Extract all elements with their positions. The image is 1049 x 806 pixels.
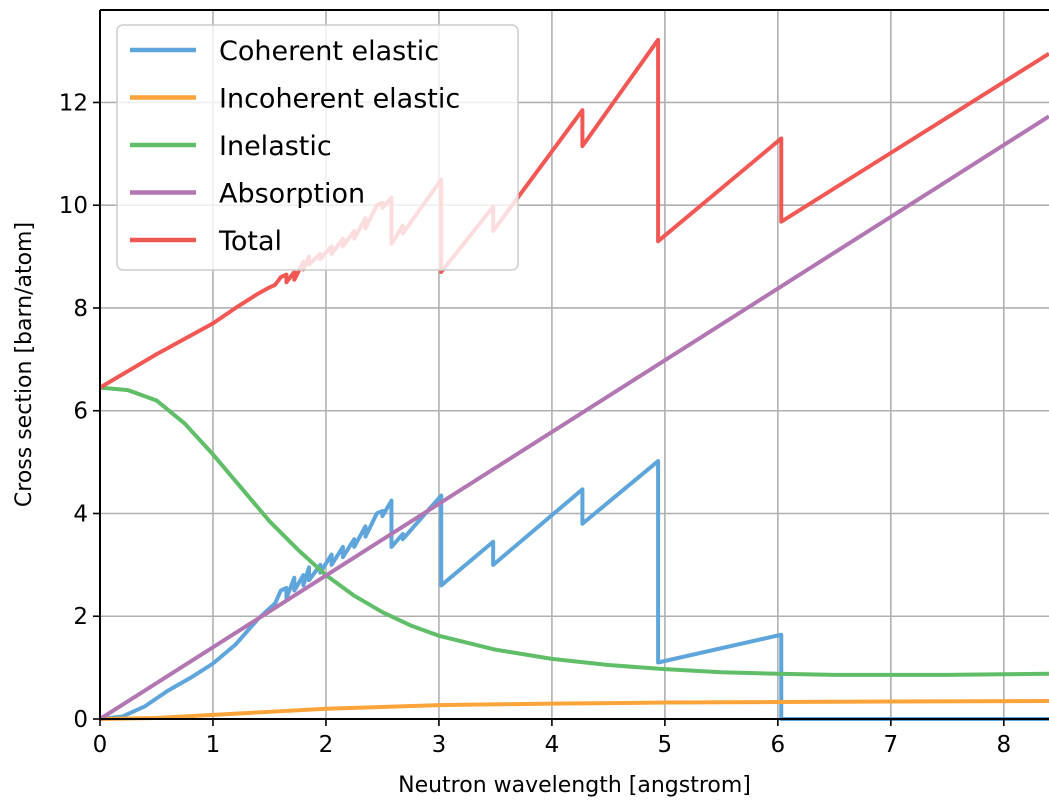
series-line-1 (99, 699, 1049, 721)
series-line-3 (98, 114, 1049, 721)
y-tick-label: 10 (59, 193, 88, 219)
x-tick-label: 0 (93, 732, 108, 758)
y-axis-label: Cross section [barn/atom] (12, 222, 37, 507)
x-axis-label: Neutron wavelength [angstrom] (398, 773, 751, 798)
legend-label: Inelastic (219, 131, 332, 162)
legend-label: Total (218, 226, 282, 257)
y-tick-label: 2 (73, 604, 88, 630)
legend: Coherent elastic Incoherent elastic Inelas… (116, 24, 519, 271)
x-tick-label: 7 (884, 732, 899, 758)
x-tick-label: 1 (206, 732, 221, 758)
x-tick-label: 4 (545, 732, 560, 758)
legend-label: Absorption (219, 179, 365, 210)
legend-label: Incoherent elastic (219, 84, 460, 115)
series-line-2 (99, 385, 1049, 677)
y-tick-label: 12 (59, 90, 88, 116)
y-tick-label: 0 (73, 707, 88, 733)
y-tick-label: 6 (73, 399, 88, 425)
x-tick-label: 6 (771, 732, 786, 758)
y-tick-label: 8 (73, 296, 88, 322)
legend-label: Coherent elastic (219, 36, 439, 67)
legend-box (116, 24, 519, 271)
x-tick-label: 5 (658, 732, 673, 758)
y-tick-label: 4 (73, 501, 88, 527)
x-tick-label: 2 (319, 732, 334, 758)
x-tick-label: 3 (432, 732, 447, 758)
x-tick-label: 8 (996, 732, 1011, 758)
